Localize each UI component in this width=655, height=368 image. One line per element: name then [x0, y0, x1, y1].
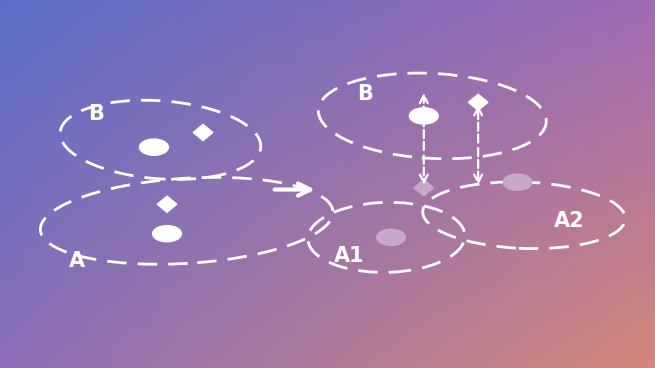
Text: B: B — [88, 104, 104, 124]
Text: B: B — [357, 84, 373, 104]
Text: A: A — [69, 251, 85, 271]
Polygon shape — [193, 124, 213, 141]
Polygon shape — [157, 196, 177, 212]
Text: A2: A2 — [553, 211, 584, 231]
Polygon shape — [468, 94, 488, 110]
Circle shape — [409, 108, 438, 124]
Circle shape — [140, 139, 168, 155]
Circle shape — [503, 174, 532, 190]
Circle shape — [377, 229, 405, 245]
Polygon shape — [414, 180, 434, 196]
Text: A1: A1 — [334, 246, 365, 266]
Circle shape — [153, 226, 181, 242]
